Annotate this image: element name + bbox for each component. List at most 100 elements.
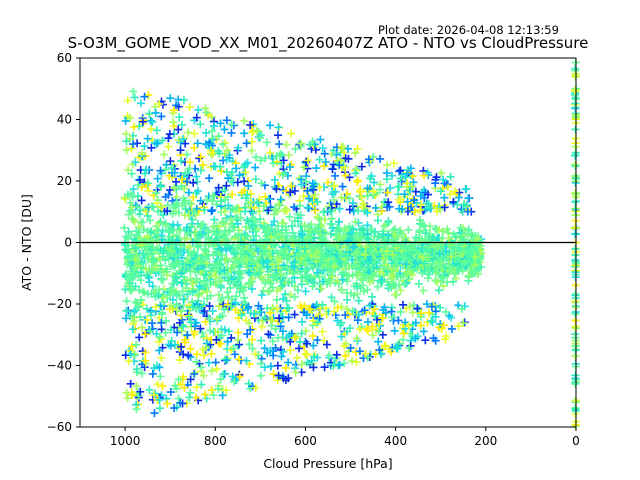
- data-point: [156, 372, 165, 381]
- data-point: [395, 167, 404, 176]
- data-point: [340, 341, 349, 350]
- data-point: [343, 295, 352, 304]
- data-point: [400, 244, 409, 253]
- data-point: [179, 295, 188, 304]
- data-point: [266, 148, 275, 157]
- data-point: [190, 247, 199, 256]
- data-point: [252, 126, 261, 135]
- data-point: [247, 121, 256, 130]
- data-point: [144, 187, 153, 196]
- data-point: [133, 236, 142, 245]
- data-point: [245, 268, 254, 277]
- data-point: [219, 370, 228, 379]
- data-point: [348, 356, 357, 365]
- data-point: [141, 356, 150, 365]
- data-point: [342, 305, 351, 314]
- data-point: [443, 278, 452, 287]
- data-point: [259, 248, 268, 257]
- data-point: [141, 165, 150, 174]
- data-point: [224, 242, 233, 251]
- data-point: [257, 336, 266, 345]
- data-point: [209, 391, 218, 400]
- data-point: [256, 359, 265, 368]
- data-point: [313, 353, 322, 362]
- data-point: [348, 271, 357, 280]
- data-point: [179, 260, 188, 269]
- data-point: [440, 193, 449, 202]
- data-point: [185, 103, 194, 112]
- data-point: [309, 316, 318, 325]
- data-point: [366, 174, 375, 183]
- data-point: [140, 92, 149, 101]
- data-point: [220, 266, 229, 275]
- data-point: [279, 156, 288, 165]
- data-point: [163, 399, 172, 408]
- data-point: [253, 239, 262, 248]
- data-point: [416, 237, 425, 246]
- data-point: [190, 368, 199, 377]
- data-point: [196, 324, 205, 333]
- data-point: [379, 229, 388, 238]
- data-point: [246, 189, 255, 198]
- data-point: [475, 263, 484, 272]
- data-point: [240, 298, 249, 307]
- data-point: [242, 356, 251, 365]
- data-point: [235, 288, 244, 297]
- data-point: [207, 207, 216, 216]
- data-point: [297, 360, 306, 369]
- data-point: [273, 376, 282, 385]
- x-axis-ticks: 1000 800 600 400 200 0: [110, 427, 580, 448]
- data-point: [410, 207, 419, 216]
- data-point: [195, 154, 204, 163]
- data-point: [264, 287, 273, 296]
- data-point: [161, 328, 170, 337]
- data-point: [223, 337, 232, 346]
- data-point: [218, 391, 227, 400]
- data-point: [424, 232, 433, 241]
- data-point: [333, 276, 342, 285]
- data-point: [411, 318, 420, 327]
- data-point: [428, 233, 437, 242]
- data-point: [396, 174, 405, 183]
- data-point: [274, 131, 283, 140]
- data-point: [251, 163, 260, 172]
- data-point: [185, 228, 194, 237]
- data-point: [189, 193, 198, 202]
- data-point: [441, 307, 450, 316]
- data-point: [476, 253, 485, 262]
- data-point: [244, 181, 253, 190]
- data-point: [408, 270, 417, 279]
- data-point: [201, 104, 210, 113]
- data-point: [249, 209, 258, 218]
- data-point: [375, 320, 384, 329]
- data-point: [260, 202, 269, 211]
- data-point: [247, 220, 256, 229]
- data-point: [275, 169, 284, 178]
- data-point: [295, 174, 304, 183]
- data-point: [156, 217, 165, 226]
- data-point: [165, 286, 174, 295]
- data-point: [197, 380, 206, 389]
- data-point: [192, 256, 201, 265]
- data-point: [395, 204, 404, 213]
- data-point: [172, 231, 181, 240]
- data-point: [246, 325, 255, 334]
- data-point: [316, 135, 325, 144]
- data-point: [284, 304, 293, 313]
- data-point: [155, 219, 164, 228]
- data-point: [201, 390, 210, 399]
- data-point: [306, 305, 315, 314]
- data-point: [155, 363, 164, 372]
- data-point: [387, 283, 396, 292]
- data-point: [429, 301, 438, 310]
- data-point: [257, 371, 266, 380]
- data-point: [170, 183, 179, 192]
- data-point: [290, 186, 299, 195]
- data-point: [403, 197, 412, 206]
- data-point: [275, 233, 284, 242]
- data-point: [245, 340, 254, 349]
- data-point: [399, 300, 408, 309]
- data-point: [218, 140, 227, 149]
- data-point: [363, 191, 372, 200]
- data-point: [311, 206, 320, 215]
